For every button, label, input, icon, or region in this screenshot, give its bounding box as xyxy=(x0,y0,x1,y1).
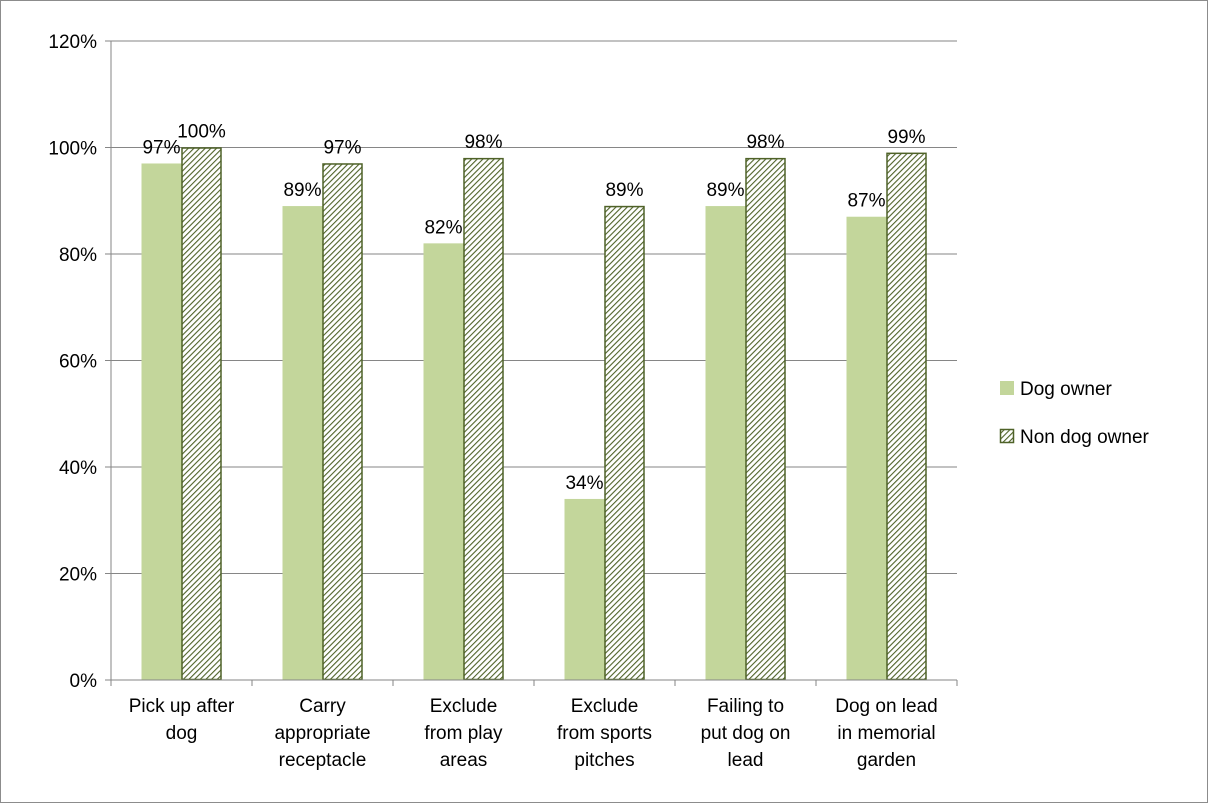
data-label: 89% xyxy=(283,180,321,201)
x-category-label: Pick up after xyxy=(129,696,235,717)
data-label: 100% xyxy=(177,122,226,143)
x-category-label: put dog on xyxy=(701,723,791,744)
bar-non-dog-owner xyxy=(886,152,927,681)
y-tick-label: 40% xyxy=(59,458,97,479)
y-tick-label: 120% xyxy=(48,32,97,53)
bar-non-dog-owner xyxy=(604,205,645,681)
data-label: 99% xyxy=(887,127,925,148)
y-tick-label: 60% xyxy=(59,352,97,373)
bar-non-dog-owner xyxy=(463,157,504,681)
y-tick-label: 0% xyxy=(70,671,98,692)
data-label: 82% xyxy=(424,217,462,238)
bar-dog-owner xyxy=(564,498,605,680)
x-category-label: lead xyxy=(728,750,764,771)
legend-label: Dog owner xyxy=(1020,379,1113,400)
x-category-label: Exclude xyxy=(430,696,498,717)
x-category-label: Dog on lead xyxy=(835,696,937,717)
x-category-label: Carry xyxy=(299,696,346,717)
y-tick-label: 20% xyxy=(59,565,97,586)
x-category-label: appropriate xyxy=(274,723,370,744)
bars xyxy=(141,147,927,681)
data-label: 89% xyxy=(706,180,744,201)
y-tick-label: 80% xyxy=(59,245,97,266)
data-label: 98% xyxy=(464,132,502,153)
x-category-label: dog xyxy=(166,723,198,744)
legend-swatch-non-dog-owner xyxy=(999,428,1015,444)
bar-non-dog-owner xyxy=(322,163,363,681)
x-category-label: areas xyxy=(440,750,488,771)
x-category-label: pitches xyxy=(574,750,634,771)
legend: Dog owner Non dog owner xyxy=(999,379,1150,448)
bar-non-dog-owner xyxy=(181,147,222,681)
gridlines xyxy=(111,40,957,574)
axes: 0% 20% 40% 60% 80% 100% 120% Pick up after dog Ca… xyxy=(48,32,958,771)
x-category-label: Failing to xyxy=(707,696,784,717)
data-labels: 97%100%89%97%82%98%34%89% 89%98%87%99% xyxy=(142,122,925,494)
legend-label: Non dog owner xyxy=(1020,427,1150,448)
data-label: 97% xyxy=(323,137,361,158)
data-label: 87% xyxy=(847,191,885,212)
bar-dog-owner xyxy=(141,163,182,681)
bar-non-dog-owner xyxy=(745,157,786,681)
x-category-label: Exclude xyxy=(571,696,639,717)
data-label: 97% xyxy=(142,137,180,158)
data-label: 98% xyxy=(746,132,784,153)
x-category-label: from play xyxy=(424,723,503,744)
x-category-label: from sports xyxy=(557,723,652,744)
x-category-label: in memorial xyxy=(837,723,935,744)
data-label: 89% xyxy=(605,180,643,201)
x-category-label: garden xyxy=(857,750,916,771)
bar-dog-owner xyxy=(846,216,887,680)
bar-dog-owner xyxy=(705,206,746,680)
data-label: 34% xyxy=(565,473,603,494)
x-category-label: receptacle xyxy=(279,750,367,771)
bar-dog-owner xyxy=(282,206,323,680)
bar-dog-owner xyxy=(423,243,464,680)
y-tick-label: 100% xyxy=(48,139,97,160)
legend-swatch-dog-owner xyxy=(1000,381,1014,395)
